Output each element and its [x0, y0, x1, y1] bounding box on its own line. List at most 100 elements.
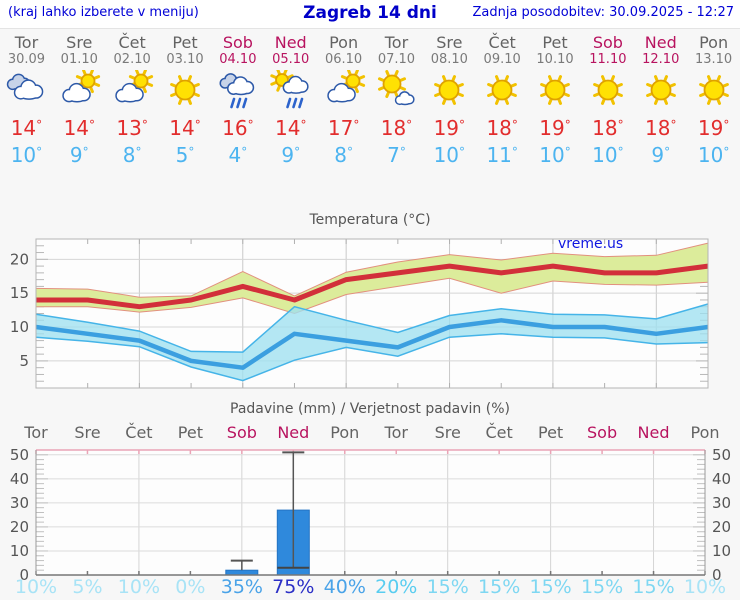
day-column[interactable]: Pon 06.10 17° 8°	[317, 30, 370, 172]
day-date: 03.10	[166, 52, 204, 67]
low-temp: 5°	[175, 143, 195, 167]
day-column[interactable]: Pet 10.10 19° 10°	[529, 30, 582, 172]
day-column[interactable]: Sre 01.10 14° 9°	[53, 30, 106, 172]
high-temp: 18°	[645, 116, 677, 140]
svg-text:0: 0	[19, 566, 29, 583]
low-temp: 9°	[281, 143, 301, 167]
precip-probability: 5%	[72, 576, 103, 598]
svg-text:20: 20	[712, 518, 731, 536]
day-column[interactable]: Sob 04.10 16° 4°	[211, 30, 264, 172]
precipitation-chart: 0 0 10 10 20 20 30 30 40 40 50 50	[10, 446, 731, 583]
precip-day-label: Sob	[587, 423, 618, 442]
precip-probability: 20%	[375, 576, 418, 598]
low-temp: 9°	[651, 143, 671, 167]
svg-text:30: 30	[712, 494, 731, 512]
low-temp: 11°	[486, 143, 518, 167]
day-name: Pet	[542, 33, 568, 52]
low-temp: 8°	[122, 143, 142, 167]
precip-probability: 15%	[529, 576, 572, 598]
day-column[interactable]: Ned 05.10 14° 9°	[264, 30, 317, 172]
day-date: 11.10	[589, 52, 627, 67]
precip-day-label: Tor	[384, 423, 408, 442]
high-temp: 14°	[10, 116, 43, 140]
high-temp: 14°	[169, 116, 201, 140]
forecast-strip: Tor 30.09 14° 10° Sre 01.10 14° 9° Čet 02.10 13° 8°…	[0, 30, 740, 172]
sunny-icon	[687, 68, 740, 112]
cloudy-icon	[0, 68, 53, 112]
rain-icon	[211, 68, 264, 112]
low-temp: 10°	[697, 143, 730, 167]
last-update: Zadnja posodobitev: 30.09.2025 - 12:27	[472, 5, 734, 20]
precip-day-label: Ned	[277, 423, 310, 442]
day-name: Ned	[644, 33, 677, 52]
precip-probability: 15%	[426, 576, 469, 598]
mostly-sunny-icon	[370, 68, 423, 112]
low-temp: 10°	[539, 143, 571, 167]
temperature-chart: 5 10 15 20	[10, 238, 709, 389]
low-temp: 8°	[334, 143, 353, 167]
temp-chart-title: Temperatura (°C)	[309, 212, 431, 228]
day-name: Pet	[172, 33, 198, 52]
precip-day-label: Sre	[74, 423, 101, 442]
day-name: Pon	[699, 33, 729, 52]
high-temp: 19°	[539, 116, 571, 140]
low-temp: 10°	[10, 143, 43, 167]
day-date: 10.10	[536, 52, 574, 67]
day-name: Pon	[329, 33, 359, 52]
precip-probability: 0%	[175, 576, 206, 598]
precip-day-label: Tor	[24, 423, 48, 442]
precip-day-label: Pon	[690, 423, 720, 442]
sunny-icon	[476, 68, 529, 112]
svg-text:30: 30	[10, 494, 29, 512]
day-column[interactable]: Čet 02.10 13° 8°	[106, 30, 159, 172]
day-date: 02.10	[113, 52, 151, 67]
day-name: Sre	[66, 33, 93, 52]
day-column[interactable]: Ned 12.10 18° 9°	[634, 30, 687, 172]
high-temp: 18°	[486, 116, 518, 140]
low-temp: 9°	[69, 143, 89, 167]
partly-sunny-icon	[53, 68, 106, 112]
tmin-line	[35, 318, 709, 370]
day-column[interactable]: Čet 09.10 18° 11°	[476, 30, 529, 172]
day-name: Tor	[384, 33, 409, 52]
watermark-link[interactable]: vreme.us	[558, 236, 624, 252]
precip-day-label: Čet	[485, 423, 513, 442]
day-column[interactable]: Pon 13.10 19° 10°	[687, 30, 740, 172]
precip-probability: 40%	[323, 576, 366, 598]
precip-day-label: Ned	[637, 423, 670, 442]
day-date: 01.10	[60, 52, 98, 67]
day-name: Ned	[274, 33, 307, 52]
sunny-icon	[159, 68, 212, 112]
day-date: 30.09	[7, 52, 46, 67]
day-date: 07.10	[377, 52, 416, 67]
sunny-icon	[423, 68, 476, 112]
precip-probability: 10%	[683, 576, 727, 598]
day-column[interactable]: Sre 08.10 19° 10°	[423, 30, 476, 172]
day-date: 06.10	[324, 52, 363, 67]
day-name: Čet	[488, 33, 516, 52]
high-temp: 14°	[275, 116, 307, 140]
svg-text:10: 10	[10, 542, 29, 560]
tmax-line	[36, 263, 709, 310]
day-column[interactable]: Sob 11.10 18° 10°	[581, 30, 634, 172]
low-temp: 7°	[387, 143, 406, 167]
svg-text:40: 40	[712, 470, 731, 488]
day-column[interactable]: Tor 30.09 14° 10°	[0, 30, 53, 172]
day-column[interactable]: Tor 07.10 18° 7°	[370, 30, 423, 172]
precip-probability: 15%	[580, 576, 624, 598]
low-temp: 10°	[592, 143, 624, 167]
svg-text:15: 15	[10, 284, 29, 302]
svg-text:0: 0	[712, 566, 722, 583]
precip-day-label: Pon	[330, 423, 360, 442]
high-temp: 13°	[116, 116, 148, 140]
high-temp: 16°	[222, 116, 254, 140]
precip-day-label: Pet	[177, 423, 203, 442]
svg-text:10: 10	[10, 318, 29, 336]
precip-probability: 15%	[478, 576, 521, 598]
precip-probability: 35%	[220, 576, 263, 598]
precip-day-label: Sre	[434, 423, 461, 442]
day-column[interactable]: Pet 03.10 14° 5°	[159, 30, 212, 172]
day-date: 12.10	[642, 52, 680, 67]
high-temp: 14°	[63, 116, 96, 140]
precip-probability: 75%	[272, 576, 315, 598]
